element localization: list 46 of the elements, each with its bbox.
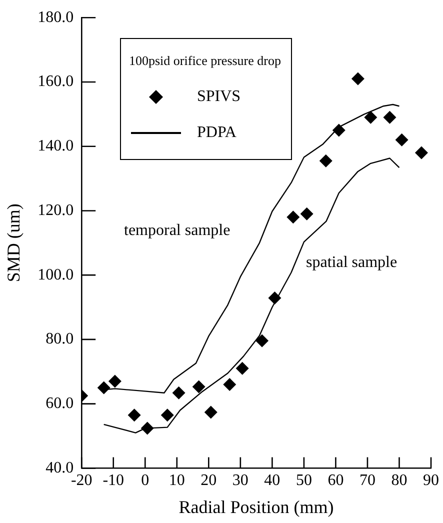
y-tick-label: 80.0 [46, 330, 74, 348]
x-tick-label: 0 [141, 472, 150, 490]
point [319, 154, 332, 168]
annotation: spatial sample [306, 254, 398, 272]
point [395, 133, 408, 146]
point [236, 362, 249, 375]
annotation: temporal sample [124, 222, 230, 240]
point [204, 406, 218, 419]
point [286, 210, 300, 224]
point [223, 378, 236, 392]
y-tick-label: 140.0 [38, 138, 74, 155]
x-tick-label: 60 [328, 472, 344, 490]
point [140, 422, 154, 435]
legend-label: PDPA [197, 124, 236, 142]
y-tick-label: 180.0 [38, 8, 74, 26]
point [364, 110, 378, 124]
x-axis-title: Radial Position (mm) [178, 496, 334, 517]
point [128, 408, 141, 422]
y-axis-title: SMD (um) [4, 204, 24, 282]
legend-title: 100psid orifice pressure drop [129, 53, 281, 69]
x-tick-label: 50 [296, 472, 312, 490]
y-tick-label: 60.0 [46, 395, 74, 412]
point [256, 334, 269, 348]
point [414, 146, 428, 160]
point [108, 374, 122, 388]
point [332, 124, 346, 137]
x-tick-label: 70 [359, 472, 376, 490]
x-tick-label: 30 [232, 472, 248, 490]
x-tick-label: 40 [264, 472, 280, 490]
x-tick-label: 80 [391, 472, 408, 490]
x-tick-label: 90 [423, 472, 439, 490]
y-tick-label: 160.0 [38, 73, 74, 90]
y-tick-label: 100.0 [38, 266, 74, 284]
y-tick-label: 120.0 [38, 202, 74, 219]
point [160, 408, 174, 422]
point [97, 381, 110, 394]
point [300, 207, 314, 220]
point [172, 386, 186, 400]
x-tick-label: 20 [200, 472, 217, 490]
x-tick-label: -10 [102, 472, 124, 490]
point [268, 291, 282, 304]
point [383, 110, 396, 124]
legend-label: SPIVS [197, 88, 241, 106]
x-tick-label: 10 [168, 472, 185, 490]
point [192, 380, 206, 394]
point [351, 72, 364, 86]
